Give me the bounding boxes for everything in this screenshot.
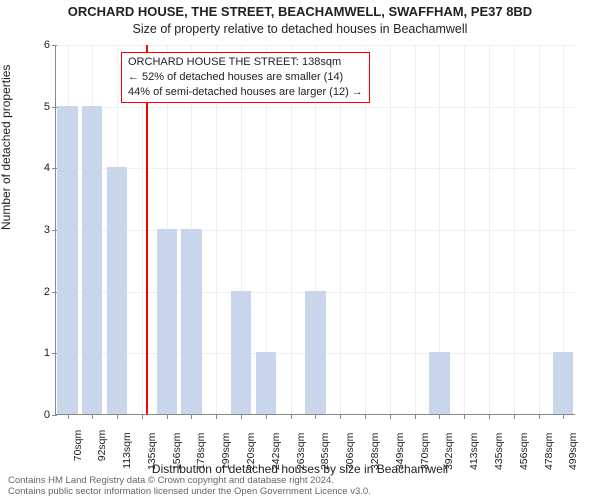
y-tick-label: 3 bbox=[44, 224, 56, 236]
chart-footer: Contains HM Land Registry data © Crown c… bbox=[8, 476, 371, 498]
histogram-bar bbox=[181, 229, 201, 414]
info-box-line-2: ← 52% of detached houses are smaller (14… bbox=[128, 70, 363, 85]
chart-title-sub: Size of property relative to detached ho… bbox=[0, 22, 600, 36]
footer-line-2: Contains public sector information licen… bbox=[8, 487, 371, 498]
x-tick-mark bbox=[539, 414, 540, 419]
y-tick-label: 5 bbox=[44, 101, 56, 113]
x-tick-mark bbox=[191, 414, 192, 419]
histogram-bar bbox=[107, 167, 127, 414]
x-tick-label: 70sqm bbox=[64, 430, 84, 462]
x-tick-mark bbox=[365, 414, 366, 419]
x-tick-mark bbox=[439, 414, 440, 419]
x-tick-mark bbox=[216, 414, 217, 419]
x-tick-mark bbox=[315, 414, 316, 419]
y-tick-label: 1 bbox=[44, 347, 56, 359]
histogram-bar bbox=[82, 106, 102, 414]
histogram-bar bbox=[57, 106, 77, 414]
gridline-vertical bbox=[415, 45, 416, 414]
x-tick-mark bbox=[390, 414, 391, 419]
x-tick-mark bbox=[464, 414, 465, 419]
histogram-bar bbox=[429, 352, 449, 414]
histogram-bar bbox=[157, 229, 177, 414]
y-tick-label: 2 bbox=[44, 286, 56, 298]
x-tick-mark bbox=[563, 414, 564, 419]
histogram-bar bbox=[305, 291, 325, 414]
plot-area: 012345670sqm92sqm113sqm135sqm156sqm178sq… bbox=[55, 45, 575, 415]
histogram-bar bbox=[256, 352, 276, 414]
y-tick-label: 6 bbox=[44, 39, 56, 51]
x-tick-mark bbox=[117, 414, 118, 419]
histogram-bar bbox=[231, 291, 251, 414]
histogram-bar bbox=[553, 352, 573, 414]
x-tick-mark bbox=[415, 414, 416, 419]
gridline-vertical bbox=[464, 45, 465, 414]
x-tick-mark bbox=[142, 414, 143, 419]
x-axis-label: Distribution of detached houses by size … bbox=[0, 462, 600, 476]
gridline-vertical bbox=[539, 45, 540, 414]
gridline-vertical bbox=[489, 45, 490, 414]
y-tick-label: 0 bbox=[44, 409, 56, 421]
info-box-line-3: 44% of semi-detached houses are larger (… bbox=[128, 85, 363, 100]
x-tick-mark bbox=[266, 414, 267, 419]
x-tick-mark bbox=[489, 414, 490, 419]
x-tick-mark bbox=[514, 414, 515, 419]
y-axis-label: Number of detached properties bbox=[0, 65, 13, 230]
x-tick-mark bbox=[68, 414, 69, 419]
chart-title-main: ORCHARD HOUSE, THE STREET, BEACHAMWELL, … bbox=[0, 4, 600, 19]
gridline-vertical bbox=[514, 45, 515, 414]
info-box: ORCHARD HOUSE THE STREET: 138sqm← 52% of… bbox=[121, 52, 370, 103]
x-tick-mark bbox=[241, 414, 242, 419]
x-tick-label: 92sqm bbox=[88, 430, 108, 462]
y-tick-label: 4 bbox=[44, 162, 56, 174]
gridline-vertical bbox=[390, 45, 391, 414]
x-tick-mark bbox=[92, 414, 93, 419]
info-box-line-1: ORCHARD HOUSE THE STREET: 138sqm bbox=[128, 55, 363, 70]
x-tick-mark bbox=[167, 414, 168, 419]
x-tick-mark bbox=[340, 414, 341, 419]
x-tick-mark bbox=[291, 414, 292, 419]
